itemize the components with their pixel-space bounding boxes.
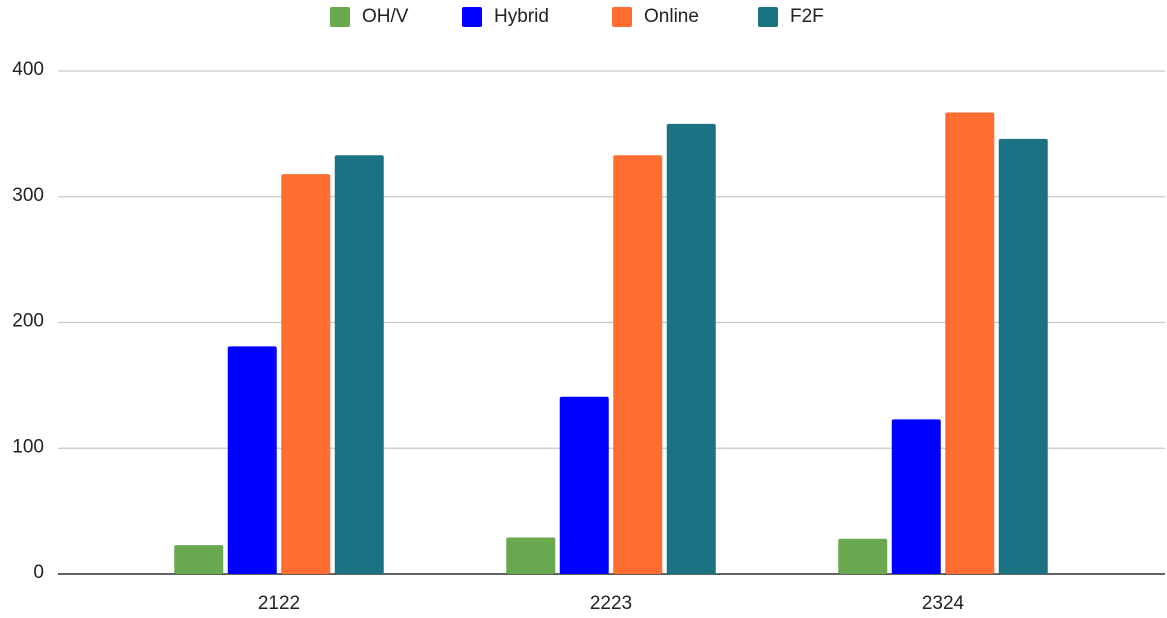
legend-label: OH/V — [362, 6, 409, 27]
bar — [998, 138, 1048, 574]
y-tick-label: 0 — [33, 562, 44, 583]
bar — [227, 346, 277, 574]
y-tick-label: 100 — [12, 436, 44, 457]
y-tick-label: 400 — [12, 59, 44, 80]
legend-label: Hybrid — [494, 6, 549, 27]
bar — [613, 155, 663, 574]
bar — [666, 123, 716, 574]
legend-swatch — [758, 7, 778, 27]
legend-swatch — [330, 7, 350, 27]
bar — [891, 419, 941, 574]
legend-label: Online — [644, 6, 699, 27]
y-tick-label: 300 — [12, 185, 44, 206]
x-tick-label: 2122 — [258, 593, 300, 614]
y-tick-label: 200 — [12, 311, 44, 332]
bar — [559, 396, 609, 574]
x-tick-label: 2324 — [922, 593, 965, 614]
bar — [506, 537, 556, 574]
bar — [174, 545, 224, 574]
bar — [334, 155, 384, 574]
bar — [945, 112, 995, 574]
bar — [838, 538, 888, 574]
bar — [281, 174, 331, 575]
legend-swatch — [462, 7, 482, 27]
legend-label: F2F — [790, 6, 824, 27]
x-tick-label: 2223 — [590, 593, 632, 614]
legend-swatch — [612, 7, 632, 27]
